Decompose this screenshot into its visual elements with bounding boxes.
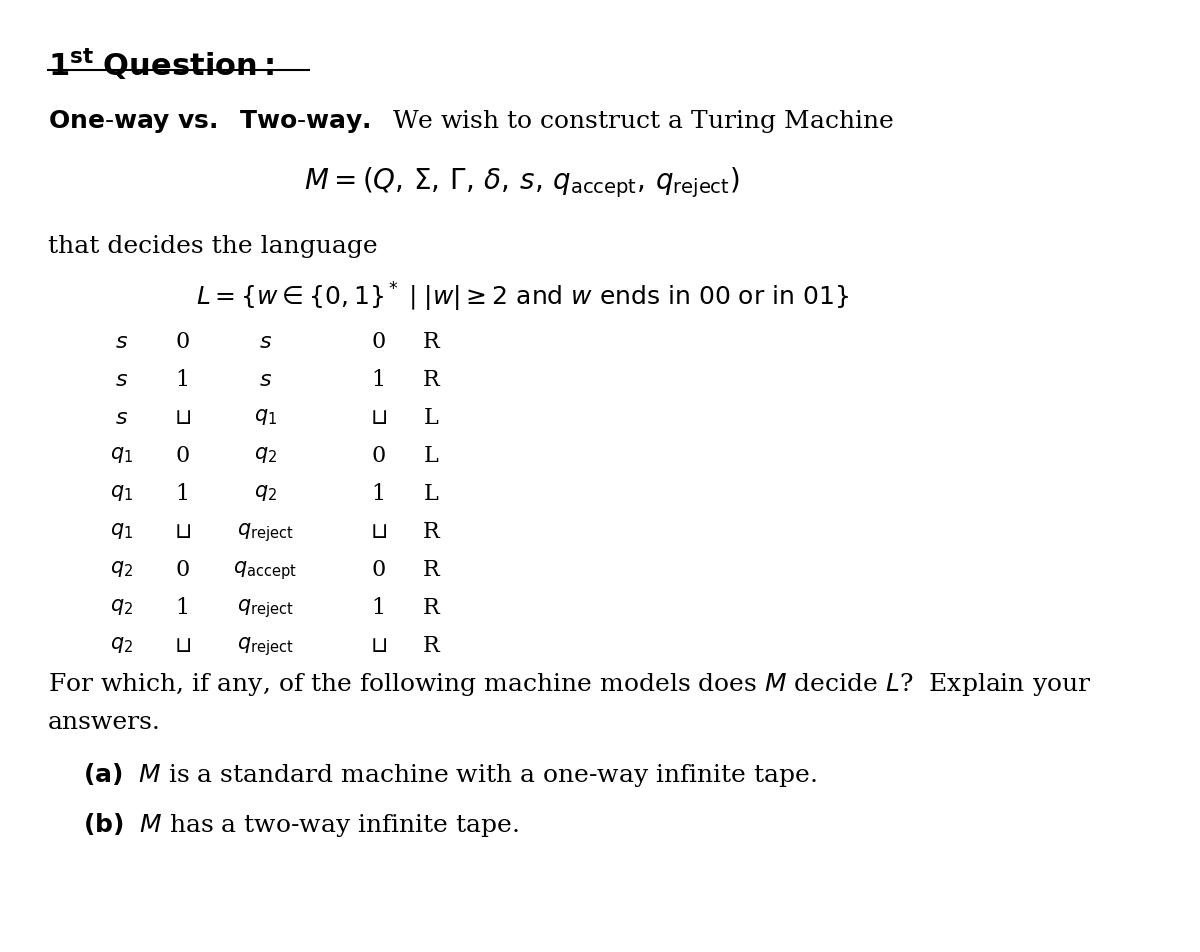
Text: $q_{\mathrm{accept}}$: $q_{\mathrm{accept}}$ (234, 559, 298, 581)
Text: 0: 0 (371, 559, 385, 581)
Text: 0: 0 (175, 445, 190, 466)
Text: $\sqcup$: $\sqcup$ (174, 634, 191, 656)
Text: $q_1$: $q_1$ (110, 521, 133, 541)
Text: $q_2$: $q_2$ (110, 634, 133, 654)
Text: For which, if any, of the following machine models does $M$ decide $L$?  Explain: For which, if any, of the following mach… (48, 670, 1091, 697)
Text: $\sqcup$: $\sqcup$ (370, 407, 386, 428)
Text: 1: 1 (175, 368, 190, 390)
Text: $L = \{w \in \{0,1\}^* \mid |w| \geq 2\ \text{and}\ w\ \text{ends in 00 or in 01: $L = \{w \in \{0,1\}^* \mid |w| \geq 2\ … (196, 281, 848, 314)
Text: R: R (422, 559, 439, 581)
Text: $s$: $s$ (115, 368, 128, 390)
Text: $s$: $s$ (259, 330, 272, 352)
Text: $q_2$: $q_2$ (254, 445, 277, 465)
Text: R: R (422, 368, 439, 390)
Text: $q_2$: $q_2$ (110, 559, 133, 579)
Text: $\mathbf{1^{st}}$ $\mathbf{Question:}$: $\mathbf{1^{st}}$ $\mathbf{Question:}$ (48, 48, 274, 83)
Text: 1: 1 (372, 596, 385, 619)
Text: $s$: $s$ (259, 368, 272, 390)
Text: $q_2$: $q_2$ (254, 483, 277, 503)
Text: $\sqcup$: $\sqcup$ (174, 407, 191, 428)
Text: $\mathbf{(b)}$  $M$ has a two-way infinite tape.: $\mathbf{(b)}$ $M$ has a two-way infinit… (83, 810, 518, 838)
Text: 1: 1 (175, 596, 190, 619)
Text: $s$: $s$ (115, 330, 128, 352)
Text: $q_{\mathrm{reject}}$: $q_{\mathrm{reject}}$ (238, 634, 294, 657)
Text: L: L (424, 445, 438, 466)
Text: $\mathbf{(a)}$  $M$ is a standard machine with a one-way infinite tape.: $\mathbf{(a)}$ $M$ is a standard machine… (83, 761, 816, 788)
Text: L: L (424, 407, 438, 428)
Text: 1: 1 (372, 483, 385, 505)
Text: R: R (422, 634, 439, 656)
Text: $q_1$: $q_1$ (110, 483, 133, 503)
Text: $q_1$: $q_1$ (110, 445, 133, 465)
Text: 0: 0 (175, 559, 190, 581)
Text: $\mathbf{One\text{-}way\ vs.\ \ Two\text{-}way.}$  We wish to construct a Turing: $\mathbf{One\text{-}way\ vs.\ \ Two\text… (48, 108, 894, 135)
Text: $M = (Q,\,\Sigma,\,\Gamma,\,\delta,\,s,\,q_{\mathrm{accept}},\,q_{\mathrm{reject: $M = (Q,\,\Sigma,\,\Gamma,\,\delta,\,s,\… (305, 165, 739, 199)
Text: $s$: $s$ (115, 407, 128, 428)
Text: $\sqcup$: $\sqcup$ (174, 521, 191, 543)
Text: R: R (422, 596, 439, 619)
Text: $\sqcup$: $\sqcup$ (370, 521, 386, 543)
Text: 0: 0 (175, 330, 190, 352)
Text: that decides the language: that decides the language (48, 235, 378, 258)
Text: R: R (422, 521, 439, 543)
Text: $q_2$: $q_2$ (110, 596, 133, 616)
Text: $q_1$: $q_1$ (254, 407, 277, 426)
Text: 0: 0 (371, 445, 385, 466)
Text: 0: 0 (371, 330, 385, 352)
Text: L: L (424, 483, 438, 505)
Text: R: R (422, 330, 439, 352)
Text: $\sqcup$: $\sqcup$ (370, 634, 386, 656)
Text: $q_{\mathrm{reject}}$: $q_{\mathrm{reject}}$ (238, 521, 294, 544)
Text: 1: 1 (372, 368, 385, 390)
Text: answers.: answers. (48, 710, 161, 733)
Text: 1: 1 (175, 483, 190, 505)
Text: $q_{\mathrm{reject}}$: $q_{\mathrm{reject}}$ (238, 596, 294, 619)
